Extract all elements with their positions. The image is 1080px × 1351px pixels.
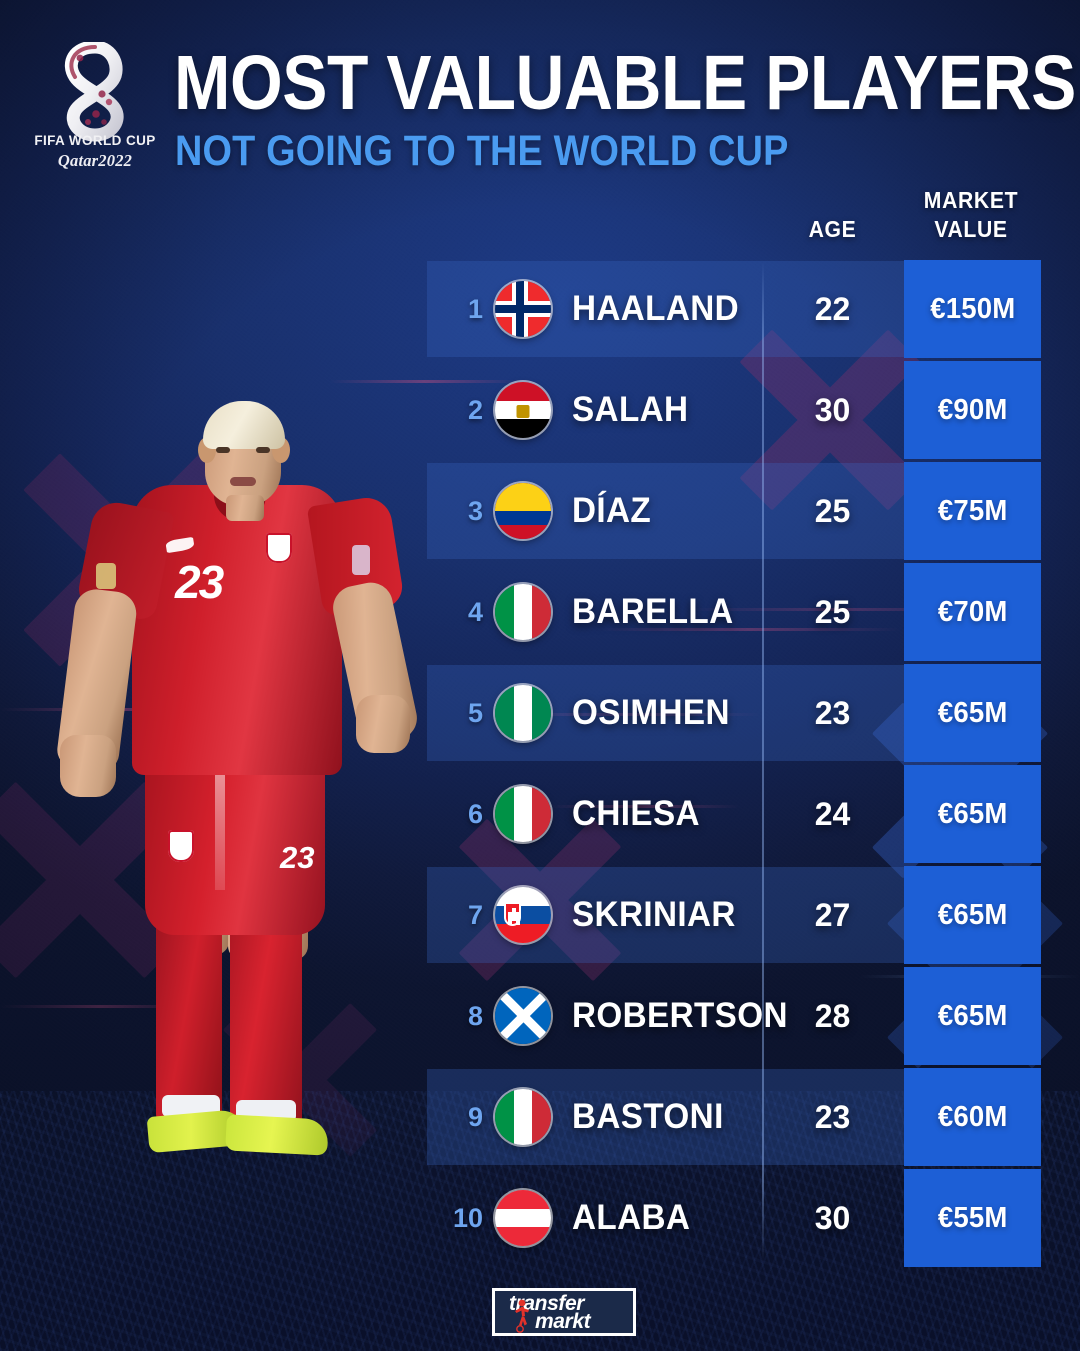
row-rank: 7 (467, 899, 483, 930)
table-row[interactable]: 4 BARELLA 25 €70M (427, 563, 1041, 661)
row-age: 27 (814, 896, 851, 933)
row-player-name: SALAH (572, 390, 689, 429)
flag-icon-eg (495, 382, 551, 438)
running-man-icon (515, 1299, 529, 1333)
row-rank: 1 (467, 293, 483, 324)
row-market-value: €65M (904, 765, 1041, 863)
row-age: 30 (814, 391, 851, 428)
column-divider (762, 262, 764, 1262)
row-rank: 5 (467, 697, 483, 728)
flag-icon-at (495, 1190, 551, 1246)
row-rank: 6 (467, 798, 483, 829)
table-row[interactable]: 3 DÍAZ 25 €75M (427, 462, 1041, 560)
table-row[interactable]: 1 HAALAND 22 €150M (427, 260, 1041, 358)
row-market-value: €65M (904, 664, 1041, 762)
fifa-logo-line1: FIFA WORLD CUP (34, 133, 156, 148)
row-player-name: OSIMHEN (572, 693, 730, 732)
row-rank: 3 (467, 495, 483, 526)
table-row[interactable]: 5 OSIMHEN 23 €65M (427, 664, 1041, 762)
page-title: MOST VALUABLE PLAYERS (174, 40, 1076, 126)
row-age: 23 (814, 694, 851, 731)
row-rank: 8 (467, 1000, 483, 1031)
player-photo: 23 23 (40, 215, 440, 1300)
table-row[interactable]: 2 SALAH 30 €90M (427, 361, 1041, 459)
row-market-value: €60M (904, 1068, 1041, 1166)
flag-icon-co (495, 483, 551, 539)
flag-icon-no (495, 281, 551, 337)
transfermarkt-logo-line2: markt (535, 1310, 591, 1333)
row-age: 22 (814, 290, 851, 327)
row-player-name: DÍAZ (572, 491, 652, 530)
column-header-age: AGE (808, 216, 857, 242)
flag-icon-it (495, 584, 551, 640)
row-age: 25 (814, 593, 851, 630)
column-header-market-value-line2: VALUE (934, 216, 1008, 243)
column-header-market-value-line1: MARKET (923, 187, 1019, 213)
transfermarkt-logo-line1: transfer (509, 1292, 584, 1315)
flag-icon-sk (495, 887, 551, 943)
column-header-market-value: MARKET VALUE (906, 186, 1037, 245)
fifa-world-cup-logo-icon: FIFA WORLD CUP Qatar2022 (30, 38, 160, 178)
flag-icon-sc (495, 988, 551, 1044)
row-age: 23 (814, 1098, 851, 1135)
row-age: 24 (814, 795, 851, 832)
flag-icon-it (495, 786, 551, 842)
row-rank: 2 (467, 394, 483, 425)
table-row[interactable]: 10 ALABA 30 €55M (427, 1169, 1041, 1267)
transfermarkt-logo: transfer markt (492, 1288, 636, 1336)
row-player-name: BARELLA (572, 592, 734, 631)
row-player-name: BASTONI (572, 1097, 724, 1136)
row-player-name: HAALAND (572, 289, 740, 328)
row-rank: 10 (452, 1202, 483, 1233)
row-rank: 4 (467, 596, 483, 627)
row-age: 30 (814, 1199, 851, 1236)
row-player-name: ROBERTSON (572, 996, 788, 1035)
row-age: 25 (814, 492, 851, 529)
row-player-name: ALABA (572, 1198, 691, 1237)
table-row[interactable]: 7 SKRINIAR 27 €65M (427, 866, 1041, 964)
row-market-value: €75M (904, 462, 1041, 560)
table-row[interactable]: 9 BASTONI 23 €60M (427, 1068, 1041, 1166)
row-market-value: €90M (904, 361, 1041, 459)
row-market-value: €150M (904, 260, 1041, 358)
row-market-value: €65M (904, 967, 1041, 1065)
row-age: 28 (814, 997, 851, 1034)
fifa-logo-line2: Qatar2022 (57, 151, 133, 170)
page-subtitle: NOT GOING TO THE WORLD CUP (175, 127, 789, 175)
flag-icon-ng (495, 685, 551, 741)
row-market-value: €55M (904, 1169, 1041, 1267)
header: FIFA WORLD CUP Qatar2022 MOST VALUABLE P… (0, 0, 1080, 200)
row-market-value: €65M (904, 866, 1041, 964)
row-market-value: €70M (904, 563, 1041, 661)
table-row[interactable]: 8 ROBERTSON 28 €65M (427, 967, 1041, 1065)
row-rank: 9 (467, 1101, 483, 1132)
flag-icon-it (495, 1089, 551, 1145)
table-row[interactable]: 6 CHIESA 24 €65M (427, 765, 1041, 863)
row-player-name: CHIESA (572, 794, 700, 833)
row-player-name: SKRINIAR (572, 895, 736, 934)
